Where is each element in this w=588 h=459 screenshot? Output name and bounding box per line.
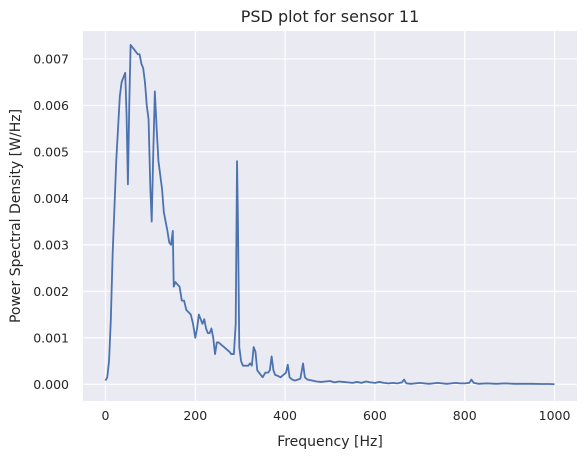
x-tick-label: 0 bbox=[101, 408, 109, 423]
y-tick-label: 0.001 bbox=[33, 330, 69, 345]
y-tick-label: 0.000 bbox=[33, 377, 69, 392]
x-tick-label: 200 bbox=[183, 408, 207, 423]
y-tick-label: 0.003 bbox=[33, 237, 69, 252]
chart-title: PSD plot for sensor 11 bbox=[241, 7, 420, 26]
x-tick-label: 1000 bbox=[539, 408, 571, 423]
y-tick-label: 0.004 bbox=[33, 191, 69, 206]
gridlines bbox=[83, 31, 577, 401]
y-axis-label: Power Spectral Density [W/Hz] bbox=[8, 109, 24, 323]
x-axis-label: Frequency [Hz] bbox=[277, 434, 383, 450]
series-line bbox=[104, 44, 555, 386]
y-tick-label: 0.005 bbox=[33, 144, 69, 159]
x-tick-label: 800 bbox=[453, 408, 477, 423]
plot-area bbox=[83, 31, 577, 401]
y-tick-label: 0.007 bbox=[33, 51, 69, 66]
x-tick-label: 600 bbox=[363, 408, 387, 423]
y-tick-label: 0.002 bbox=[33, 284, 69, 299]
x-tick-label: 400 bbox=[273, 408, 297, 423]
y-tick-label: 0.006 bbox=[33, 98, 69, 113]
tick-labels: 0 200 400 600 800 1000 0.000 0.001 0.002 0.003 0.0… bbox=[33, 51, 570, 423]
